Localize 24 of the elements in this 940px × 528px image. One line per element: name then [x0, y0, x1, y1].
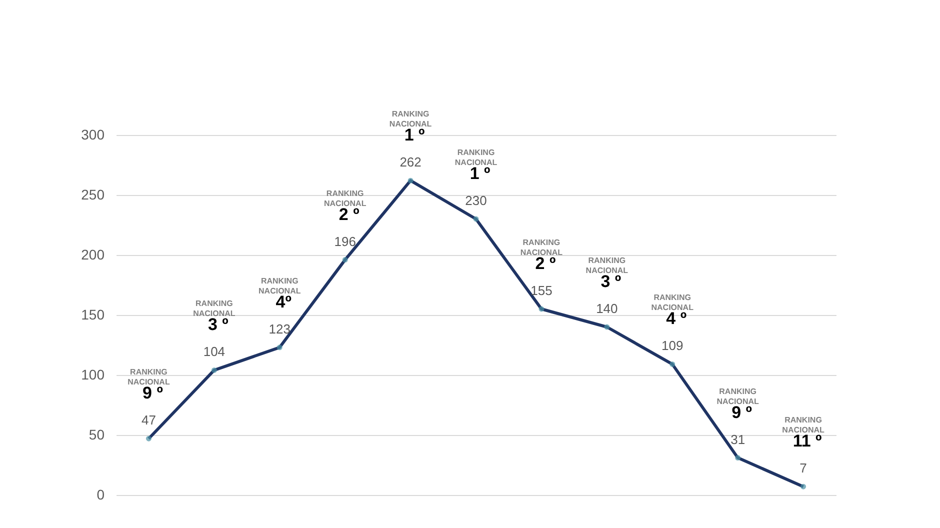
annotation: RANKING NACIONAL [454, 148, 498, 167]
y-tick-label: 50 [88, 426, 105, 442]
data-label: 262 [400, 154, 422, 170]
annotation: 2 º [535, 254, 556, 273]
y-tick-label: 150 [81, 306, 105, 322]
data-label: 104 [203, 344, 226, 360]
y-tick-label: 250 [81, 186, 105, 202]
data-label: 123 [268, 321, 290, 336]
y-tick-label: 200 [81, 246, 105, 262]
y-tick-label: 100 [81, 366, 105, 382]
annotation: RANKING NACIONAL [586, 256, 628, 275]
data-label: 140 [596, 301, 618, 316]
annotation: 1 º [470, 164, 490, 183]
data-label: 31 [730, 432, 746, 447]
y-tick-label: 300 [81, 126, 105, 142]
data-label: 230 [465, 193, 487, 208]
annotation: RANKING NACIONAL [520, 238, 563, 257]
data-label: 109 [662, 338, 684, 354]
annotation: 3 º [600, 272, 622, 291]
y-tick-label: 0 [96, 486, 105, 502]
data-label: 7 [800, 460, 807, 476]
data-label: 196 [334, 234, 356, 249]
data-label: 47 [141, 412, 156, 428]
data-label: 155 [530, 283, 552, 298]
